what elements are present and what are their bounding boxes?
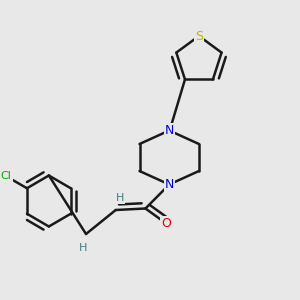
Text: H: H bbox=[116, 193, 124, 203]
Text: Cl: Cl bbox=[1, 171, 12, 181]
Text: S: S bbox=[195, 29, 203, 43]
Text: N: N bbox=[164, 178, 174, 191]
Text: O: O bbox=[161, 217, 171, 230]
Text: H: H bbox=[79, 242, 87, 253]
Text: N: N bbox=[164, 124, 174, 137]
